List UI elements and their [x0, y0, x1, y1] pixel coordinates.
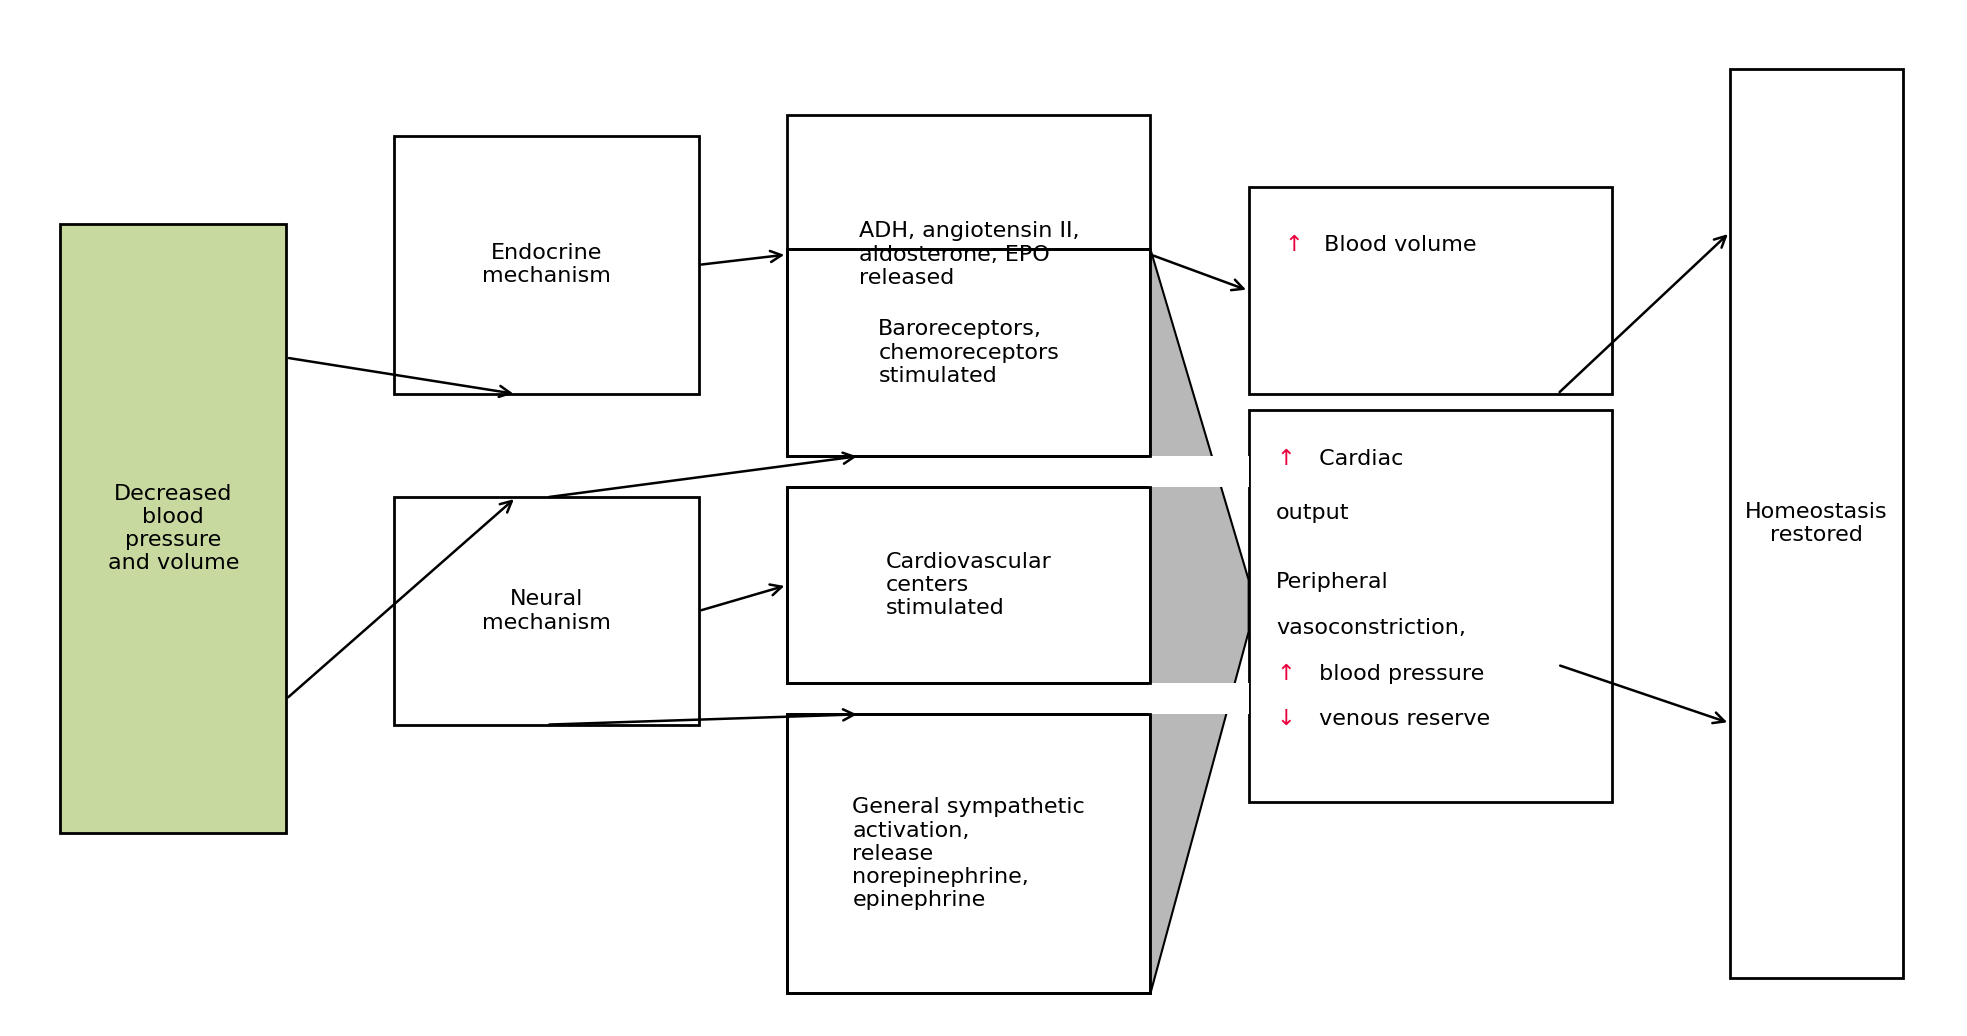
FancyBboxPatch shape	[787, 250, 1151, 456]
Text: ↑: ↑	[1277, 664, 1294, 684]
FancyBboxPatch shape	[787, 714, 1151, 994]
FancyBboxPatch shape	[393, 136, 698, 394]
FancyBboxPatch shape	[1729, 68, 1902, 978]
FancyBboxPatch shape	[1249, 409, 1613, 802]
Text: Cardiac: Cardiac	[1312, 449, 1402, 468]
Text: Decreased
blood
pressure
and volume: Decreased blood pressure and volume	[108, 484, 238, 573]
FancyBboxPatch shape	[1149, 456, 1249, 487]
Text: vasoconstriction,: vasoconstriction,	[1277, 618, 1465, 638]
Text: ADH, angiotensin II,
aldosterone, EPO
released: ADH, angiotensin II, aldosterone, EPO re…	[858, 222, 1080, 288]
Text: output: output	[1277, 502, 1349, 522]
Text: Neural
mechanism: Neural mechanism	[482, 589, 612, 633]
Text: ↑: ↑	[1277, 449, 1294, 468]
Text: Cardiovascular
centers
stimulated: Cardiovascular centers stimulated	[885, 552, 1052, 618]
Text: Endocrine
mechanism: Endocrine mechanism	[482, 243, 612, 287]
Text: Homeostasis
restored: Homeostasis restored	[1745, 501, 1888, 545]
FancyBboxPatch shape	[787, 115, 1151, 394]
Text: Blood volume: Blood volume	[1318, 235, 1477, 255]
FancyBboxPatch shape	[393, 497, 698, 724]
Text: General sympathetic
activation,
release
norepinephrine,
epinephrine: General sympathetic activation, release …	[852, 798, 1086, 911]
Text: blood pressure: blood pressure	[1312, 664, 1483, 684]
Polygon shape	[1151, 250, 1249, 994]
FancyBboxPatch shape	[787, 487, 1151, 684]
Text: venous reserve: venous reserve	[1312, 710, 1489, 729]
Text: ↑: ↑	[1284, 235, 1302, 255]
FancyBboxPatch shape	[1249, 188, 1613, 394]
Text: ↓: ↓	[1277, 710, 1294, 729]
FancyBboxPatch shape	[61, 224, 287, 833]
Text: Baroreceptors,
chemoreceptors
stimulated: Baroreceptors, chemoreceptors stimulated	[879, 319, 1058, 385]
Text: Peripheral: Peripheral	[1277, 572, 1389, 593]
FancyBboxPatch shape	[1149, 684, 1249, 714]
